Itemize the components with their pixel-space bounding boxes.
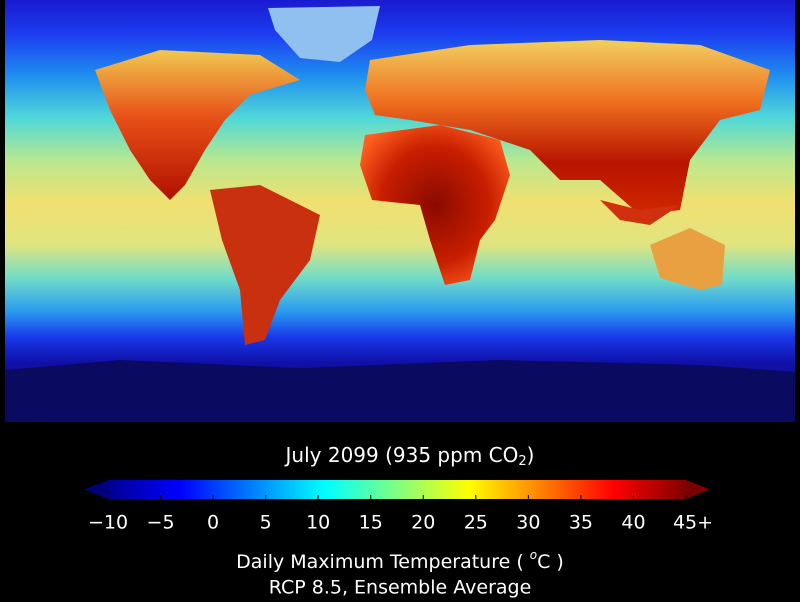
north-america	[95, 50, 300, 200]
tick-label: 5	[260, 512, 272, 534]
greenland	[268, 6, 380, 62]
tick-label: −5	[147, 512, 175, 534]
tick-label: 30	[516, 512, 540, 534]
tick-label: 45+	[673, 512, 713, 534]
colorbar: −10 −5 0 5 10 15 20 25 30 35 40 45+	[84, 480, 713, 534]
over-arrow	[686, 480, 710, 499]
tick-label: −10	[88, 512, 128, 534]
africa	[360, 125, 510, 285]
south-america	[210, 185, 320, 345]
tick-label: 10	[306, 512, 330, 534]
title-text: July 2099 (935 ppm CO	[284, 443, 519, 467]
colorbar-label: Daily Maximum Temperature ( oC )	[236, 548, 564, 573]
map	[5, 0, 795, 422]
title-end: )	[527, 443, 535, 467]
title-subscript: 2	[518, 454, 526, 469]
label-end: C )	[537, 551, 564, 573]
maritime-asia	[600, 200, 680, 225]
tick-label: 40	[621, 512, 645, 534]
label-text: Daily Maximum Temperature (	[236, 551, 530, 573]
antarctica	[5, 360, 795, 422]
eurasia	[365, 40, 770, 215]
tick-label: 0	[207, 512, 219, 534]
tick-label: 25	[464, 512, 488, 534]
under-arrow	[84, 480, 108, 499]
colorbar-title: July 2099 (935 ppm CO2)	[284, 443, 535, 469]
tick-label: 15	[359, 512, 383, 534]
label-superscript: o	[530, 548, 537, 562]
tick-label: 35	[569, 512, 593, 534]
colorbar-subtitle: RCP 8.5, Ensemble Average	[269, 577, 532, 599]
tick-label: 20	[411, 512, 435, 534]
australia	[650, 228, 725, 290]
colorbar-body	[108, 480, 686, 499]
